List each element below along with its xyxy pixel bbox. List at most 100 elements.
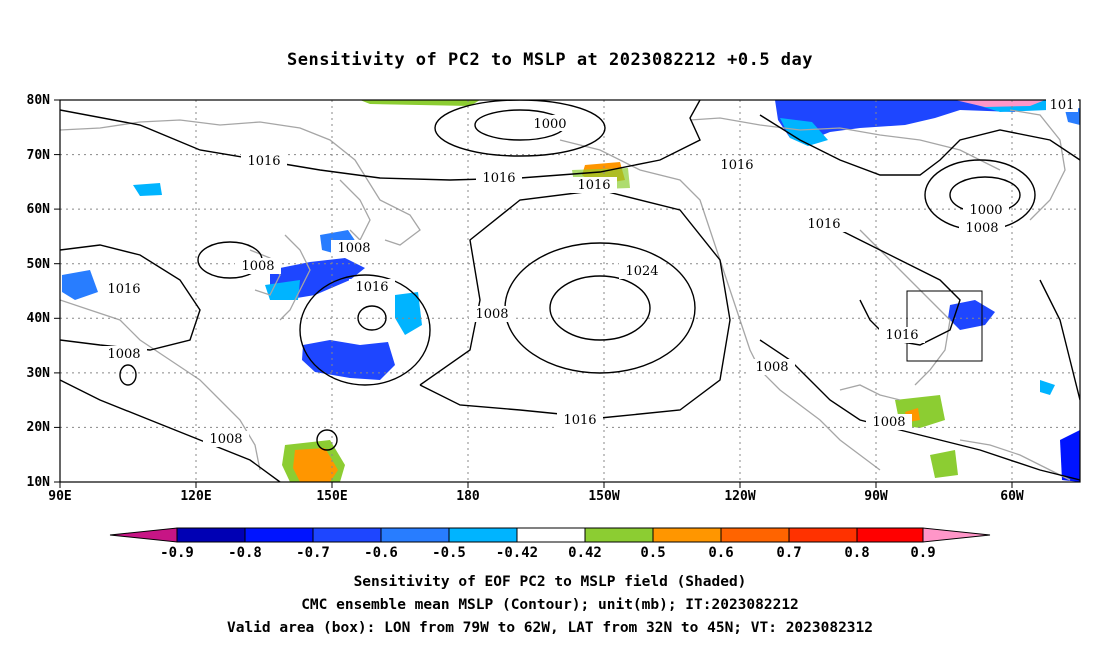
lon-label: 180 [456, 489, 480, 504]
coast-alaska [559, 139, 741, 321]
contour-label: 1016 [482, 171, 515, 186]
colorbar-segment [788, 527, 858, 543]
shade-green-caribbean2 [930, 450, 958, 478]
colorbar-tick: 0.9 [910, 545, 935, 561]
colorbar-segment [584, 527, 654, 543]
caption-line-3: Valid area (box): LON from 79W to 62W, L… [226, 620, 873, 636]
contour-label: 1016 [107, 282, 140, 297]
shade-green-north [360, 100, 480, 106]
lat-label: 40N [27, 311, 51, 326]
coast-sa [959, 439, 1071, 481]
contour-label: 1016 [247, 154, 280, 169]
contour-small-tropic [316, 429, 338, 451]
lat-label: 50N [27, 257, 51, 272]
contour-label: 1016 [563, 413, 596, 428]
contour-label: 1016 [577, 178, 610, 193]
colorbar-tick: -0.42 [496, 545, 538, 561]
lon-label: 90W [864, 489, 888, 504]
colorbar-segment [244, 527, 314, 543]
contour-label: 1016 [885, 328, 918, 343]
shade-blue-northeast [775, 100, 1020, 140]
contour-label: 1008 [241, 259, 274, 274]
contour-label: 1008 [755, 360, 788, 375]
contour-label: 1008 [872, 415, 905, 430]
shade-cyan-se [1060, 430, 1080, 482]
colorbar [109, 527, 991, 543]
shade-cyan-pacific [395, 292, 422, 335]
contour-label: 1000 [533, 117, 566, 132]
contour-label: 1008 [475, 307, 508, 322]
lat-label: 70N [27, 148, 51, 163]
shade-blue-pacific [302, 340, 395, 380]
contour-1016-ne [759, 114, 1080, 176]
colorbar-segment [312, 527, 382, 543]
colorbar-segment [652, 527, 722, 543]
valid-area-box [906, 290, 983, 362]
coast-na-west [739, 319, 881, 471]
colorbar-tick: 0.5 [640, 545, 665, 561]
colorbar-segment [448, 527, 518, 543]
colorbar-tick: -0.6 [364, 545, 398, 561]
coast-kamchatka [339, 179, 371, 242]
shade-cyan-valid [948, 300, 995, 330]
lat-label: 60N [27, 202, 51, 217]
contour-high-1024 [504, 242, 696, 374]
colorbar-segment [922, 527, 991, 543]
contour-1016-wpac [299, 274, 431, 386]
caption-line-1: Sensitivity of EOF PC2 to MSLP field (Sh… [353, 574, 747, 590]
lon-label: 150W [588, 489, 619, 504]
shade-orange-tropical [293, 448, 338, 482]
coastlines [60, 109, 1071, 481]
shade-cyan-e [1040, 380, 1055, 395]
colorbar-tick: -0.5 [432, 545, 466, 561]
lat-label: 30N [27, 366, 51, 381]
contour-high-inner [549, 275, 651, 341]
contour-label: 1016 [720, 158, 753, 173]
lat-label: 20N [27, 420, 51, 435]
coast-gulf [839, 384, 901, 401]
lat-labels: 80N 70N 60N 50N 40N 30N 20N 10N [27, 93, 51, 490]
coast-korea [249, 249, 281, 296]
contour-1016-far-east [1039, 279, 1080, 401]
colorbar-tick: 0.6 [708, 545, 733, 561]
colorbar-tick: 0.42 [568, 545, 602, 561]
colorbar-tick: -0.8 [228, 545, 262, 561]
map-title: Sensitivity of PC2 to MSLP at 2023082212… [286, 50, 813, 70]
shade-cyan-west2 [133, 183, 162, 196]
lon-label: 120W [724, 489, 755, 504]
lon-labels: 90E 120E 150E 180 150W 120W 90W 60W [48, 489, 1024, 504]
contour-label: 1008 [209, 432, 242, 447]
coast-greenland [1009, 109, 1066, 221]
colorbar-tick: 0.7 [776, 545, 801, 561]
lon-label: 90E [48, 489, 71, 504]
coast-asia-north [60, 119, 421, 246]
contour-label: 1016 [807, 217, 840, 232]
colorbar-tick: -0.7 [296, 545, 330, 561]
colorbar-segment [176, 527, 246, 543]
contour-label: 1016 [355, 280, 388, 295]
colorbar-segment [720, 527, 790, 543]
contour-label: 1024 [625, 264, 658, 279]
axis-ticks [54, 99, 1013, 488]
contour-label: 1000 [969, 203, 1002, 218]
lon-label: 150E [316, 489, 347, 504]
shade-pink-ne [955, 100, 1045, 107]
map-frame [59, 99, 1081, 483]
shade-cyan-northeast [780, 118, 828, 146]
colorbar-segment [856, 527, 924, 543]
shade-cyan-japan2 [265, 280, 300, 300]
contour-1008-wpac-inner [357, 305, 387, 331]
contour-label: 1008 [965, 221, 998, 236]
colorbar-ticks: -0.9 -0.8 -0.7 -0.6 -0.5 -0.42 0.42 0.5 … [160, 545, 936, 561]
contour-label: 101 [1050, 98, 1075, 113]
colorbar-tick: 0.8 [844, 545, 869, 561]
colorbar-segment [516, 527, 586, 543]
contour-low-1008-ne [924, 159, 1036, 231]
shade-cyan-e2 [1065, 108, 1080, 125]
coast-na-east [859, 229, 951, 386]
lat-label: 10N [27, 475, 51, 490]
lon-label: 60W [1000, 489, 1024, 504]
contour-1008-south [60, 379, 281, 482]
lat-label: 80N [27, 93, 51, 108]
